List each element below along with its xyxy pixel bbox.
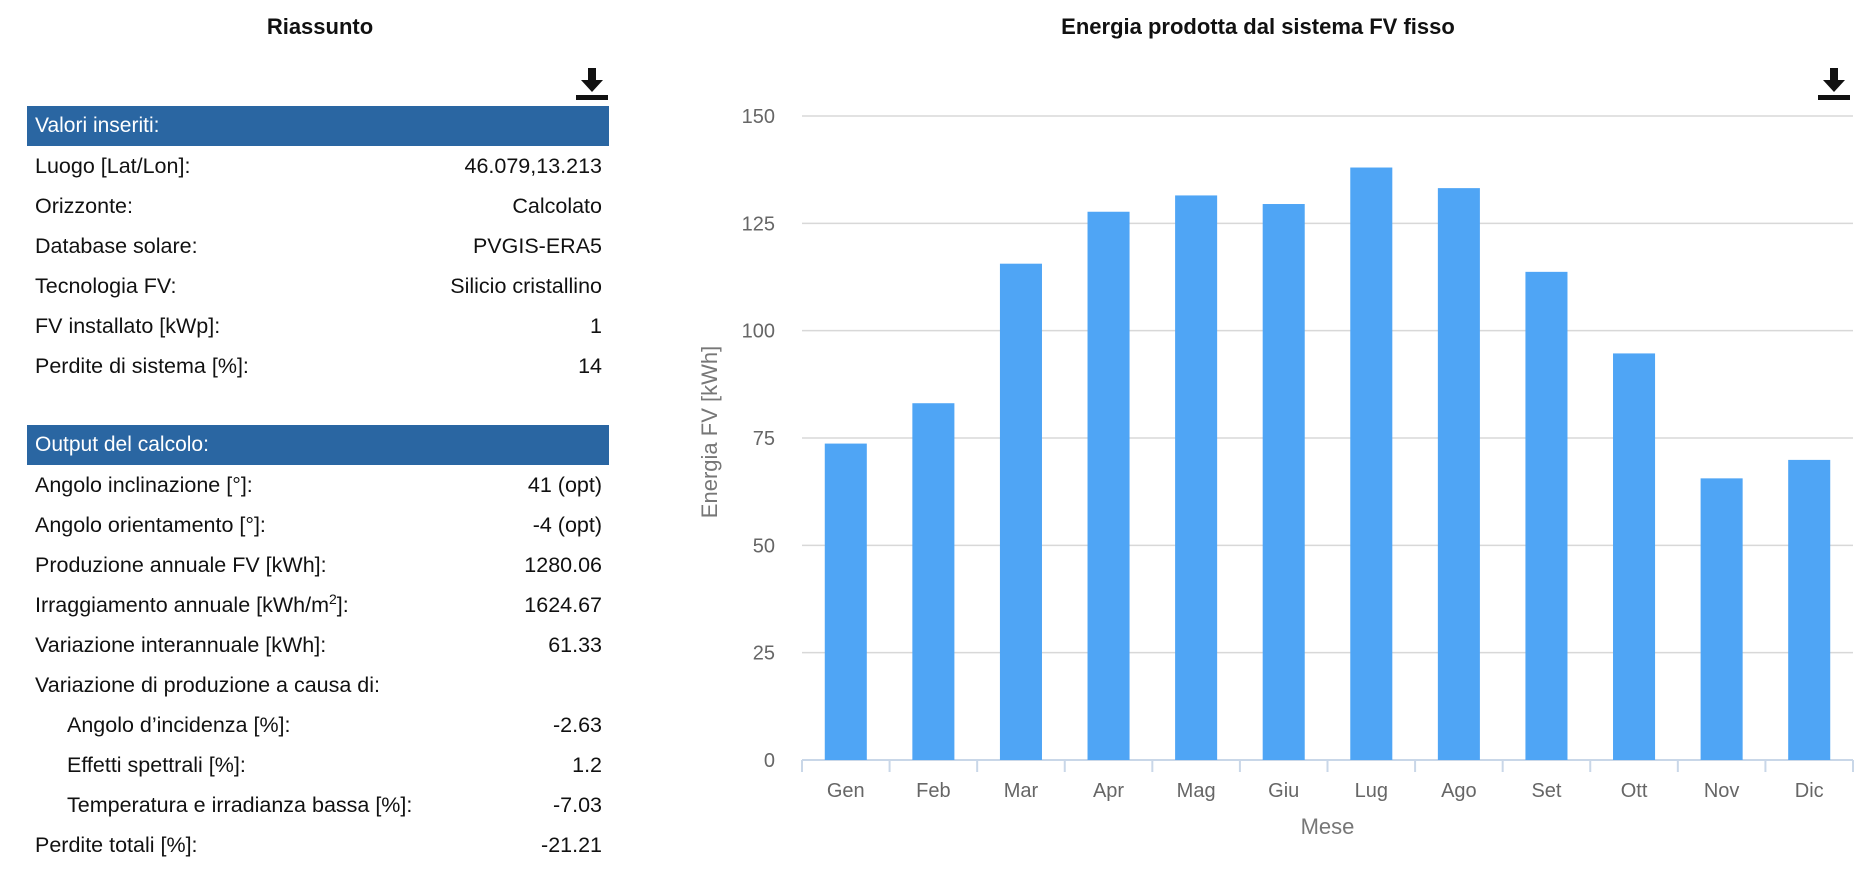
summary-row: Perdite di sistema [%]: 14	[35, 346, 602, 386]
x-tick-label: Feb	[916, 780, 950, 802]
row-label: Perdite di sistema [%]:	[35, 353, 249, 378]
download-icon	[1818, 68, 1850, 100]
chart-download-button[interactable]	[1814, 64, 1854, 104]
row-value: PVGIS-ERA5	[472, 233, 602, 258]
row-value: 1.2	[572, 752, 602, 777]
x-tick-label: Mar	[1004, 780, 1039, 802]
summary-row: Irraggiamento annuale [kWh/m2]: 1624.67	[35, 585, 602, 625]
summary-row: Database solare: PVGIS-ERA5	[35, 226, 602, 266]
row-value: 1	[590, 313, 602, 338]
y-tick-label: 125	[742, 213, 775, 235]
row-label: Database solare:	[35, 233, 198, 258]
outputs-section-header: Output del calcolo:	[27, 425, 609, 465]
row-value: Silicio cristallino	[450, 273, 602, 298]
x-tick-label: Set	[1531, 780, 1561, 802]
row-value: 46.079,13.213	[464, 153, 603, 178]
download-icon	[576, 68, 608, 100]
row-value: 1624.67	[524, 592, 602, 617]
summary-row: Angolo d’incidenza [%]: -2.63	[35, 705, 602, 745]
bar-apr	[1087, 211, 1130, 760]
summary-row: Temperatura e irradianza bassa [%]: -7.03	[35, 785, 602, 825]
row-value: 1280.06	[524, 552, 602, 577]
y-tick-label: 100	[742, 321, 775, 343]
row-label: Produzione annuale FV [kWh]:	[35, 552, 327, 577]
x-axis-title: Mese	[1301, 814, 1355, 839]
bar-dic	[1788, 459, 1831, 760]
summary-row: Luogo [Lat/Lon]: 46.079,13.213	[35, 146, 602, 186]
row-label: Temperatura e irradianza bassa [%]:	[67, 792, 413, 817]
row-label: Perdite totali [%]:	[35, 832, 198, 857]
summary-row: Produzione annuale FV [kWh]: 1280.06	[35, 545, 602, 585]
x-tick-label: Apr	[1093, 780, 1124, 802]
summary-row: Angolo orientamento [°]: -4 (opt)	[35, 505, 602, 545]
y-tick-label: 0	[764, 750, 775, 772]
x-tick-label: Mag	[1177, 780, 1216, 802]
row-value: Calcolato	[512, 193, 602, 218]
bar-chart: 0 25 50 75 100 125 150 Gen Feb Mar Apr Mag Giu Lug Ago…	[697, 106, 1854, 839]
x-tick-label: Nov	[1704, 780, 1740, 802]
bar-mag	[1175, 195, 1218, 761]
bar-ott	[1613, 353, 1656, 760]
row-value: 61.33	[548, 632, 602, 657]
chart-panel: Energia prodotta dal sistema FV fisso 0 2…	[640, 0, 1876, 884]
bar-nov	[1700, 478, 1743, 760]
x-tick-label: Giu	[1268, 780, 1299, 802]
inputs-section-header: Valori inseriti:	[27, 106, 609, 146]
summary-row: FV installato [kWp]: 1	[35, 306, 602, 346]
summary-row: Perdite totali [%]: -21.21	[35, 825, 602, 865]
summary-row: Variazione interannuale [kWh]: 61.33	[35, 625, 602, 665]
bar-ago	[1437, 188, 1480, 761]
chart-title: Energia prodotta dal sistema FV fisso	[1061, 14, 1455, 39]
row-label: Irraggiamento annuale [kWh/m2]:	[35, 591, 349, 618]
row-label: Effetti spettrali [%]:	[67, 752, 246, 777]
row-value: -21.21	[541, 832, 602, 857]
row-value: 41 (opt)	[527, 472, 602, 497]
row-label: Angolo orientamento [°]:	[35, 512, 266, 537]
summary-row: Tecnologia FV: Silicio cristallino	[35, 266, 602, 306]
summary-row: Effetti spettrali [%]: 1.2	[35, 745, 602, 785]
x-tick-label: Ago	[1441, 780, 1477, 802]
row-label: Variazione di produzione a causa di:	[35, 672, 381, 697]
row-label: Variazione interannuale [kWh]:	[35, 632, 327, 657]
bar-giu	[1262, 204, 1305, 761]
bar-lug	[1350, 167, 1393, 760]
row-label: Orizzonte:	[35, 193, 133, 218]
x-tick-label: Dic	[1795, 780, 1824, 802]
bar-mar	[999, 263, 1042, 760]
row-value: -4 (opt)	[532, 512, 602, 537]
y-tick-label: 75	[753, 428, 775, 450]
row-label: Angolo inclinazione [°]:	[35, 472, 253, 497]
row-label: Angolo d’incidenza [%]:	[67, 712, 291, 737]
summary-row: Angolo inclinazione [°]: 41 (opt)	[35, 465, 602, 505]
row-value: -2.63	[552, 712, 602, 737]
row-label: FV installato [kWp]:	[35, 313, 221, 338]
summary-row: Variazione di produzione a causa di:	[35, 665, 602, 705]
bar-set	[1525, 271, 1568, 760]
bar-feb	[912, 403, 955, 760]
summary-row: Orizzonte: Calcolato	[35, 186, 602, 226]
x-tick-label: Lug	[1355, 780, 1388, 802]
summary-download-button[interactable]	[572, 64, 612, 104]
y-tick-label: 50	[753, 535, 775, 557]
y-axis-title: Energia FV [kWh]	[697, 346, 722, 518]
y-tick-label: 25	[753, 643, 775, 665]
summary-title: Riassunto	[266, 14, 374, 39]
row-value: 14	[578, 353, 602, 378]
x-tick-label: Ott	[1621, 780, 1648, 802]
y-tick-label: 150	[742, 106, 775, 128]
row-label: Luogo [Lat/Lon]:	[35, 153, 191, 178]
row-label: Tecnologia FV:	[35, 273, 177, 298]
summary-panel: Riassunto Valori inseriti: Luogo [Lat/Lo…	[0, 0, 640, 884]
row-value: -7.03	[552, 792, 602, 817]
x-tick-label: Gen	[827, 780, 865, 802]
bar-gen	[824, 443, 867, 760]
